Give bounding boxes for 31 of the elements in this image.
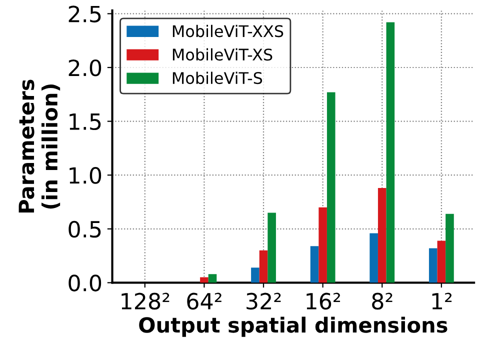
bar (326, 92, 336, 283)
bar (310, 246, 319, 283)
y-tick-label: 0.5 (68, 220, 101, 238)
x-tick-label: 64² (187, 292, 222, 310)
legend-label: MobileViT-S (172, 72, 262, 84)
bar (437, 240, 446, 283)
x-tick-label: 128² (122, 292, 170, 310)
bar (370, 233, 378, 283)
bar (318, 207, 327, 283)
y-tick-label: 1.5 (70, 114, 101, 130)
bar (428, 248, 438, 283)
x-tick-label: 32² (246, 292, 281, 310)
bar (446, 214, 454, 283)
x-tick-label: 1² (432, 292, 452, 310)
x-axis-title: Output spatial dimensions (139, 316, 448, 337)
bar (268, 212, 276, 283)
legend-label: MobileViT-XXS (172, 24, 284, 38)
bar (378, 188, 386, 283)
x-tick-label: 8² (372, 292, 392, 310)
bar (200, 277, 208, 283)
y-tick-label: 2.0 (68, 59, 102, 76)
bar (251, 268, 260, 283)
bar (386, 22, 395, 283)
y-tick-label: 0.0 (68, 274, 102, 292)
bar (259, 250, 268, 283)
legend-label: MobileViT-XS (172, 48, 272, 61)
x-tick-label: 16² (306, 292, 340, 310)
y-tick-label: 2.5 (68, 6, 101, 22)
y-tick-label: 1.0 (70, 167, 102, 184)
bar (208, 274, 217, 283)
y-axis-title: Parameters (in million) (18, 80, 60, 213)
